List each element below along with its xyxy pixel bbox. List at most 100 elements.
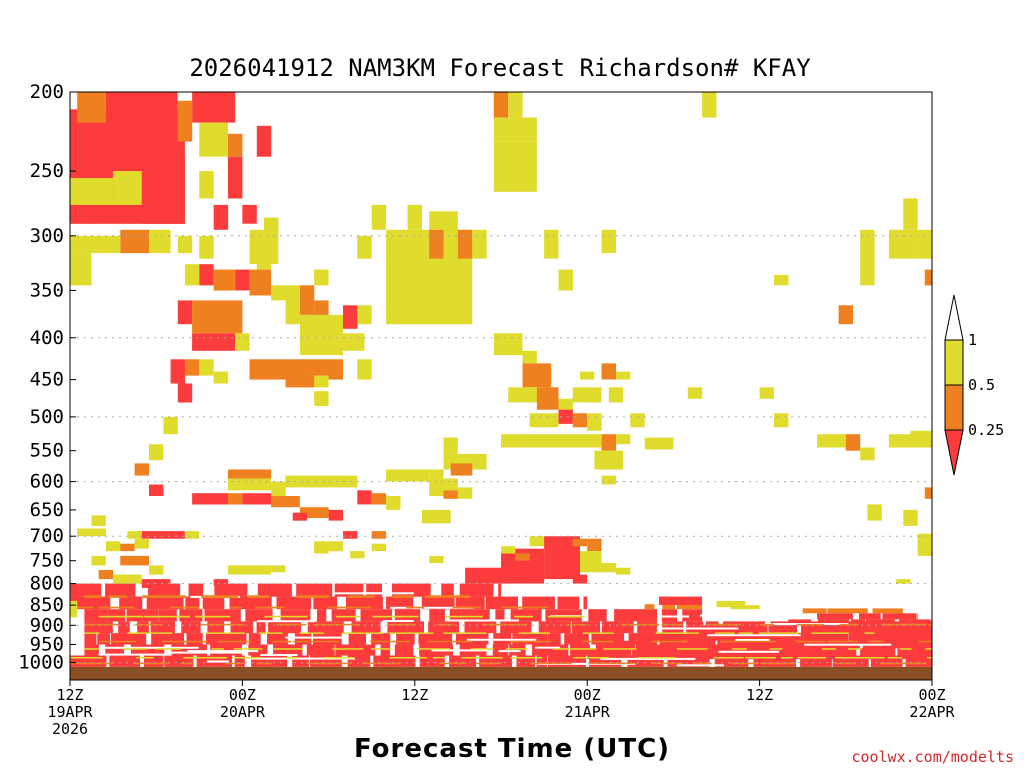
richardson-cell [615,371,631,380]
low-level-layer-run [347,655,371,667]
streak-segment [264,615,308,618]
colorbar-label-0.25: 0.25 [968,421,1004,439]
richardson-cell [429,469,444,479]
low-level-layer-run [459,583,494,597]
low-level-layer-run [516,655,535,667]
streak-segment [292,640,340,643]
low-level-layer-run [230,621,254,634]
layer-break [498,650,521,653]
richardson-cell [730,605,760,610]
streak-segment [169,606,200,609]
richardson-cell [860,447,875,461]
low-level-layer-run [644,633,662,641]
low-level-layer-run [878,648,893,660]
low-level-layer-run [911,648,932,660]
low-level-layer-run [591,633,625,645]
richardson-cell [141,579,171,588]
richardson-cell [307,375,329,388]
low-level-layer-run [719,640,747,649]
low-level-layer-run [682,609,703,622]
low-level-layer-run [912,621,932,634]
richardson-cell [644,437,674,450]
richardson-cell [386,496,401,510]
low-level-layer-run [267,633,288,645]
streak-segment [84,595,102,598]
richardson-cell [888,229,918,259]
richardson-cell [601,475,616,485]
richardson-cell [192,92,236,123]
low-level-layer-run [207,621,225,634]
low-level-layer-run [441,583,454,597]
richardson-cell [343,305,358,329]
y-axis-ticks: 200 250 300 350 400 450 500 550 600 650 700 7508008… [18,81,76,674]
low-level-layer-run [280,609,311,622]
low-level-layer-run [899,619,931,626]
low-level-layer-run [380,644,391,656]
x-tick-label: 2026 [52,720,88,738]
richardson-cell [299,507,329,518]
richardson-cell [422,509,451,524]
richardson-cell [328,509,343,521]
richardson-cell [558,398,573,414]
layer-break [699,614,800,617]
streak-segment [899,648,912,650]
richardson-cell [192,300,243,334]
streak-segment [460,657,503,659]
richardson-cell [429,211,444,230]
richardson-cell [134,463,149,476]
richardson-cell [141,156,185,224]
low-level-layer-run [662,604,676,610]
low-level-layer-run [753,655,796,667]
richardson-cell [314,391,329,407]
streak-segment [84,632,100,634]
streak-segment [136,657,154,659]
low-level-layer-run [548,655,586,667]
streak-segment [313,623,361,626]
low-level-layer-run [306,644,335,656]
richardson-cell [580,551,602,573]
low-level-layer-run [786,648,816,660]
low-level-layer-run [860,648,879,660]
layer-break [285,636,346,639]
colorbar-legend: 1 0.5 0.25 [944,294,1004,476]
low-level-layer-run [206,633,247,645]
low-level-layer-run [394,609,421,622]
streak-segment [217,640,252,643]
low-level-layer-run [849,633,860,641]
richardson-cell [213,371,229,384]
layer-break [431,649,491,652]
richardson-cell [228,133,243,157]
richardson-cell [429,229,444,259]
richardson-cell [450,463,473,476]
low-level-layer-run [479,655,512,667]
layer-break [250,657,355,660]
colorbar-label-0.5: 0.5 [968,376,995,394]
streak-segment [406,606,424,609]
richardson-cell [702,92,717,118]
low-level-layer-run [109,655,140,667]
richardson-cell [249,359,343,380]
low-level-layer-run [331,609,356,622]
richardson-cell [271,481,286,497]
streak-segment [427,640,473,643]
streak-segment [834,662,856,665]
low-level-layer-run [644,604,655,610]
richardson-cell [493,141,537,192]
low-level-layer-run [637,621,657,634]
low-level-layer-run [150,621,175,634]
low-level-layer-run [97,633,111,645]
streak-segment [796,640,826,643]
low-level-layer-run [571,621,601,634]
low-level-layer-run [851,619,865,626]
low-level-layer-run [146,596,184,610]
low-level-layer-run [171,644,207,656]
streak-segment [392,595,414,598]
x-tick-label: 00Z [918,686,945,704]
low-level-layer-run [588,609,607,622]
low-level-layer-run [689,640,715,649]
richardson-cell [867,504,882,521]
richardson-cell [716,600,746,608]
streak-segment [864,632,875,634]
richardson-cell [558,269,573,291]
